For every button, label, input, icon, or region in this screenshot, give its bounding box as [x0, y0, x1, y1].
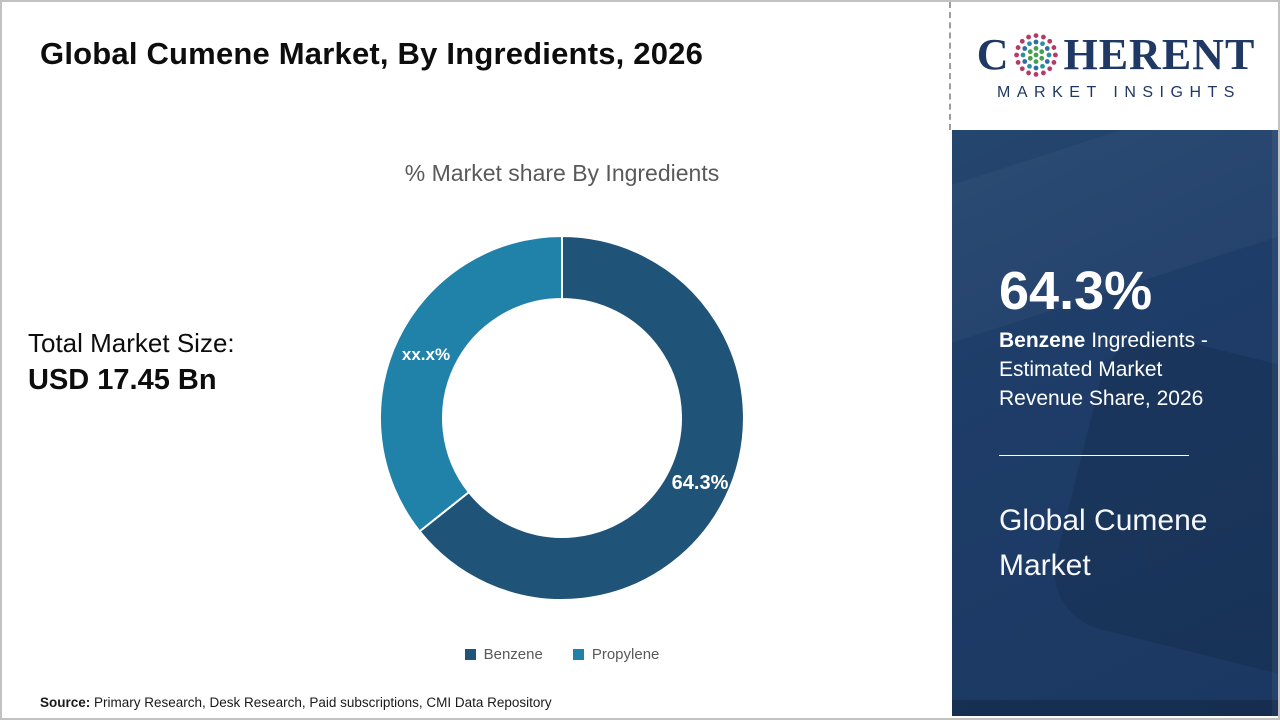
- total-market-value: USD 17.45 Bn: [28, 364, 217, 396]
- stat-term: Benzene: [999, 329, 1086, 352]
- chart-title: % Market share By Ingredients: [404, 160, 720, 186]
- brand-tagline: MARKET INSIGHTS: [997, 84, 1241, 101]
- legend-item-propylene: Propylene: [572, 646, 660, 663]
- chart-legend: Benzene Propylene: [252, 646, 872, 663]
- brand-letter-c: C: [976, 30, 1010, 79]
- highlight-panel: 64.3% Benzene Ingredients - Estimated Ma…: [952, 130, 1278, 716]
- stat-description: Benzene Ingredients - Estimated Market R…: [999, 326, 1237, 413]
- donut-label-benzene: 64.3%: [672, 472, 729, 494]
- source-line: Source: Primary Research, Desk Research,…: [40, 695, 552, 710]
- legend-swatch-propylene-icon: [572, 649, 584, 660]
- brand-wordmark: C HERENT: [977, 30, 1256, 80]
- donut-segment-benzene: [418, 235, 745, 601]
- logo-dashed-divider: [949, 2, 951, 130]
- panel-bottom-shade: [952, 700, 1278, 716]
- donut-chart: 64.3% xx.x%: [378, 235, 745, 601]
- brand-logo: C HERENT MARKET INSIGHTS: [952, 2, 1278, 130]
- donut-label-propylene: xx.x%: [402, 345, 450, 364]
- legend-label-benzene: Benzene: [483, 646, 543, 663]
- dotted-globe-icon: [1014, 33, 1059, 77]
- panel-edge-strip: [1272, 130, 1278, 716]
- legend-swatch-benzene-icon: [464, 649, 476, 660]
- total-market-label: Total Market Size:: [28, 328, 235, 358]
- legend-item-benzene: Benzene: [464, 646, 543, 663]
- panel-market-name: Global Cumene Market: [999, 504, 1208, 582]
- total-market-size: Total Market Size: USD 17.45 Bn: [28, 328, 235, 397]
- donut-segment-propylene: [378, 235, 563, 533]
- stat-desc-rest: Ingredients - Estimated Market Revenue S…: [999, 329, 1208, 410]
- stat-value: 64.3%: [999, 261, 1153, 321]
- source-label: Source:: [40, 695, 91, 710]
- brand-word-rest: HERENT: [1063, 30, 1256, 79]
- page-title: Global Cumene Market, By Ingredients, 20…: [40, 36, 704, 71]
- legend-label-propylene: Propylene: [591, 646, 660, 663]
- panel-divider-line: [999, 455, 1189, 456]
- source-text: Primary Research, Desk Research, Paid su…: [90, 695, 552, 710]
